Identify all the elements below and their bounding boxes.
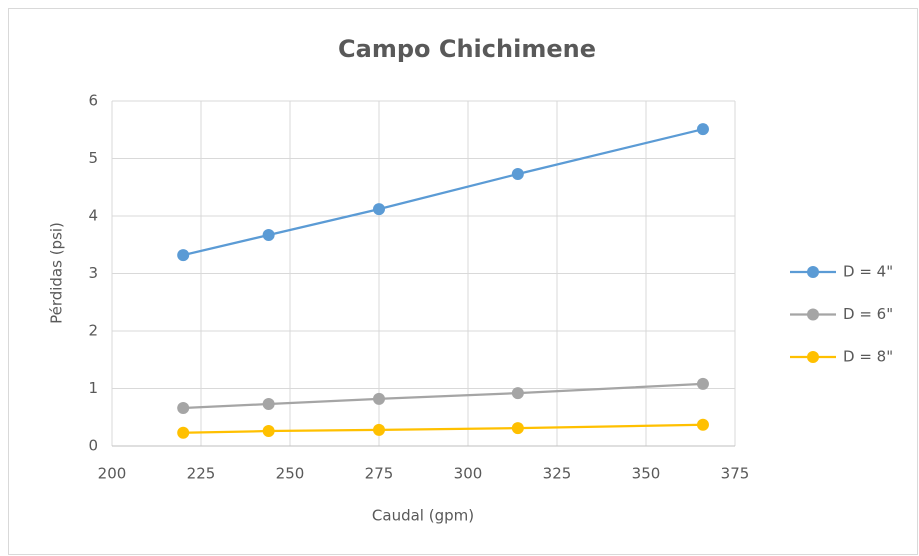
x-tick-label: 275 [365, 465, 394, 483]
x-tick-label: 250 [276, 465, 305, 483]
legend-label: D = 6" [843, 305, 893, 323]
point [511, 168, 524, 181]
legend-marker [807, 308, 819, 321]
legend-label: D = 8" [843, 348, 893, 366]
point [696, 418, 709, 431]
x-axis-label: Caudal (gpm) [372, 507, 474, 525]
chart-border [8, 8, 918, 555]
y-tick-label: 2 [88, 322, 98, 340]
x-tick-label: 325 [543, 465, 572, 483]
y-tick-label: 5 [88, 149, 98, 167]
point [696, 377, 709, 390]
y-tick-label: 6 [88, 92, 98, 110]
y-axis-label: Pérdidas (psi) [48, 222, 66, 324]
point [511, 387, 524, 400]
point [373, 203, 385, 216]
legend-marker [807, 266, 819, 278]
y-tick-label: 1 [88, 379, 98, 397]
point [373, 392, 385, 405]
point [177, 426, 190, 439]
point [262, 228, 275, 241]
x-tick-label: 350 [632, 465, 661, 483]
legend-label: D = 4" [843, 263, 893, 281]
y-tick-label: 3 [88, 264, 98, 282]
point [696, 123, 709, 136]
point [373, 423, 385, 436]
x-tick-label: 300 [454, 465, 483, 483]
point [511, 422, 524, 435]
y-tick-label: 0 [88, 437, 98, 455]
legend-marker [807, 351, 819, 363]
point [177, 402, 190, 415]
x-tick-label: 225 [187, 465, 216, 483]
chart-title: Campo Chichimene [338, 35, 596, 63]
point [177, 249, 190, 262]
x-tick-label: 200 [98, 465, 127, 483]
x-tick-label: 375 [721, 465, 750, 483]
y-tick-label: 4 [88, 207, 98, 225]
point [262, 425, 275, 438]
point [262, 398, 275, 411]
